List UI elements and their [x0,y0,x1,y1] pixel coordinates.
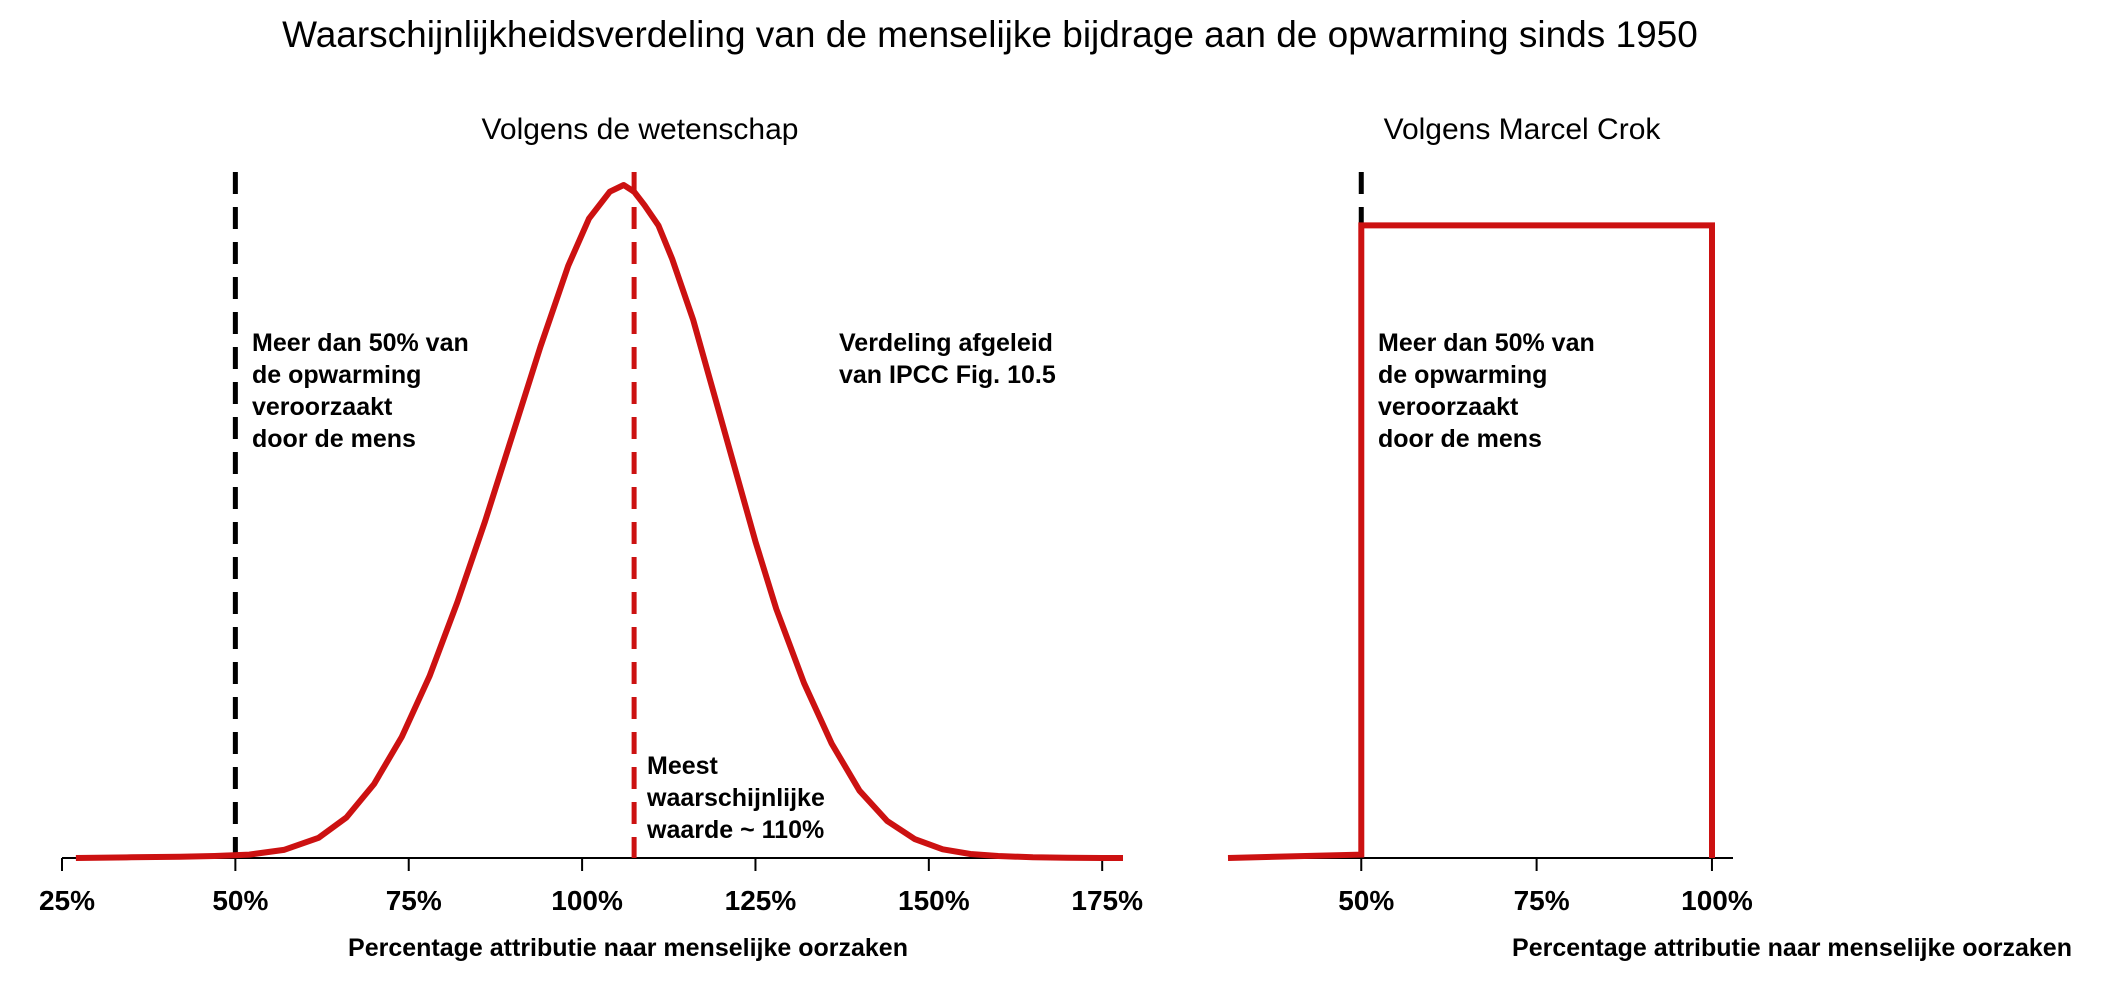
annotation-line: de opwarming [252,361,421,389]
x-tick-label: 125% [725,885,797,916]
x-tick-label: 175% [1071,885,1143,916]
annotation-human-caused: Meer dan 50% van de opwarming veroorzaakt d… [252,329,469,453]
series-line [1227,222,1715,861]
series-line [75,182,1123,861]
reference-lines [232,172,637,858]
chart-panel-science: Volgens de wetenschap 25% 50% 75% 100% 125% 1… [39,113,1143,962]
figure-title: Waarschijnlijkheidsverdeling van de mens… [282,14,1698,55]
x-axis-label: Percentage attributie naar menselijke oo… [1512,934,2072,962]
annotation-line: door de mens [1378,425,1542,453]
x-axis-label: Percentage attributie naar menselijke oo… [348,934,908,962]
annotation-human-caused: Meer dan 50% van de opwarming veroorzaakt d… [1378,329,1595,453]
annotation-line: van IPCC Fig. 10.5 [839,361,1056,389]
annotation-line: Verdeling afgeleid [839,329,1053,357]
x-tick-label: 25% [39,885,95,916]
annotation-line: waarde ~ 110% [646,816,824,844]
chart-panel-crok: Volgens Marcel Crok 50% 75% 100% Percentag… [1227,113,2072,962]
panel-title: Volgens de wetenschap [482,113,799,146]
x-ticks: 50% 75% 100% [1338,858,1753,916]
annotation-most-likely: Meest waarschijnlijke waarde ~ 110% [646,752,825,844]
annotation-line: de opwarming [1378,361,1547,389]
annotation-line: Meer dan 50% van [1378,329,1595,357]
x-ticks: 25% 50% 75% 100% 125% 150% 175% [39,858,1143,916]
annotation-line: Meest [647,752,719,780]
x-tick-label: 75% [1514,885,1570,916]
annotation-source: Verdeling afgeleid van IPCC Fig. 10.5 [839,329,1056,389]
annotation-line: door de mens [252,425,416,453]
x-tick-label: 100% [1681,885,1753,916]
x-tick-label: 50% [212,885,268,916]
x-tick-label: 50% [1338,885,1394,916]
x-tick-label: 100% [551,885,623,916]
annotation-line: Meer dan 50% van [252,329,469,357]
annotation-line: veroorzaakt [252,393,393,421]
x-tick-label: 150% [898,885,970,916]
panel-title: Volgens Marcel Crok [1384,113,1662,146]
annotation-line: waarschijnlijke [646,784,825,812]
x-tick-label: 75% [386,885,442,916]
annotation-line: veroorzaakt [1378,393,1519,421]
